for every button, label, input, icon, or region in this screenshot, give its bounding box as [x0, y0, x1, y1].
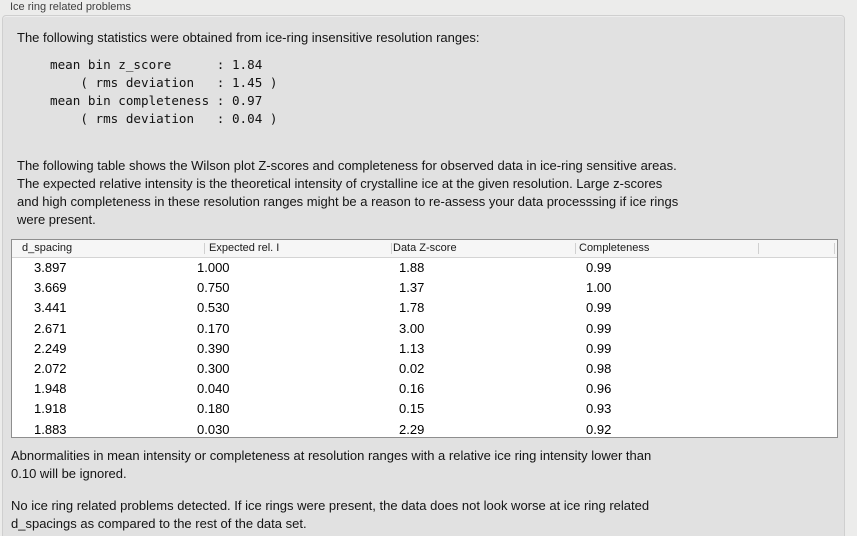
table-cell: 0.15: [399, 401, 425, 417]
table-cell: 3.669: [34, 280, 67, 296]
table-cell: 0.040: [197, 381, 230, 397]
conclusion-text: No ice ring related problems detected. I…: [11, 498, 650, 531]
table-intro-text: The following table shows the Wilson plo…: [17, 158, 679, 227]
table-row[interactable]: 3.897 1.000 1.88 0.99: [12, 258, 837, 278]
table-row[interactable]: 1.918 0.180 0.15 0.93: [12, 399, 837, 419]
table-cell: 0.390: [197, 340, 230, 356]
table-cell: 0.99: [586, 340, 612, 356]
table-cell: 3.441: [34, 300, 67, 316]
groupbox-title: Ice ring related problems: [10, 1, 132, 13]
table-cell: 0.02: [399, 360, 425, 376]
table-cell: 1.883: [34, 421, 67, 437]
stats-block: mean bin z_score : 1.84 ( rms deviation …: [50, 57, 278, 126]
table-cell: 2.671: [34, 320, 67, 336]
table-cell: 1.88: [399, 260, 425, 275]
table-cell: 1.918: [34, 401, 67, 417]
table-row[interactable]: 3.669 0.750 1.37 1.00: [12, 278, 837, 298]
table-cell: 1.000: [197, 260, 230, 275]
table-cell: 0.300: [197, 360, 230, 376]
table-cell: 3.00: [399, 320, 425, 336]
table-row[interactable]: 2.072 0.300 0.02 0.98: [12, 359, 837, 379]
table-cell: 0.99: [586, 320, 612, 336]
table-cell: 0.98: [586, 360, 612, 376]
table-row[interactable]: 2.671 0.170 3.00 0.99: [12, 319, 837, 339]
table-cell: 2.249: [34, 340, 67, 356]
table-cell: 1.00: [586, 280, 612, 296]
table-cell: 0.93: [586, 401, 612, 417]
table-row[interactable]: 1.883 0.030 2.29 0.92: [12, 420, 837, 440]
ice-ring-groupbox: The following statistics were obtained f…: [2, 15, 845, 536]
table-cell: 0.96: [586, 381, 612, 397]
table-cell: 2.29: [399, 421, 425, 437]
ice-ring-table[interactable]: d_spacing Expected rel. I Data Z-score C…: [11, 239, 838, 438]
column-separator: [758, 243, 759, 254]
column-header-data-z-score[interactable]: Data Z-score: [393, 242, 457, 254]
table-cell: 0.16: [399, 381, 425, 397]
table-row[interactable]: 2.249 0.390 1.13 0.99: [12, 339, 837, 359]
table-cell: 0.99: [586, 260, 612, 275]
table-cell: 1.948: [34, 381, 67, 397]
table-cell: 0.99: [586, 300, 612, 316]
column-header-completeness[interactable]: Completeness: [579, 242, 650, 254]
table-cell: 0.180: [197, 401, 230, 417]
table-cell: 2.072: [34, 360, 67, 376]
table-cell: 1.37: [399, 280, 425, 296]
table-row[interactable]: 3.441 0.530 1.78 0.99: [12, 298, 837, 318]
table-cell: 0.030: [197, 421, 230, 437]
table-cell: 1.13: [399, 340, 425, 356]
table-cell: 0.530: [197, 300, 230, 316]
table-cell: 0.92: [586, 421, 612, 437]
ignore-threshold-note-text: Abnormalities in mean intensity or compl…: [11, 448, 652, 481]
stats-intro-text: The following statistics were obtained f…: [17, 30, 480, 45]
table-rows: 3.897 1.000 1.88 0.99 3.669 0.750 1.37 1.00 3.44…: [12, 258, 837, 440]
column-header-d-spacing[interactable]: d_spacing: [22, 242, 73, 254]
column-separator: [834, 243, 835, 254]
table-row[interactable]: 1.948 0.040 0.16 0.96: [12, 379, 837, 399]
table-cell: 0.170: [197, 320, 230, 336]
column-separator: [575, 243, 576, 254]
column-separator: [391, 243, 392, 254]
table-cell: 0.750: [197, 280, 230, 296]
table-cell: 3.897: [34, 260, 67, 275]
table-cell: 1.78: [399, 300, 425, 316]
column-separator: [204, 243, 205, 254]
column-header-expected-rel-i[interactable]: Expected rel. I: [209, 242, 280, 254]
table-header-row: d_spacing Expected rel. I Data Z-score C…: [12, 240, 837, 258]
